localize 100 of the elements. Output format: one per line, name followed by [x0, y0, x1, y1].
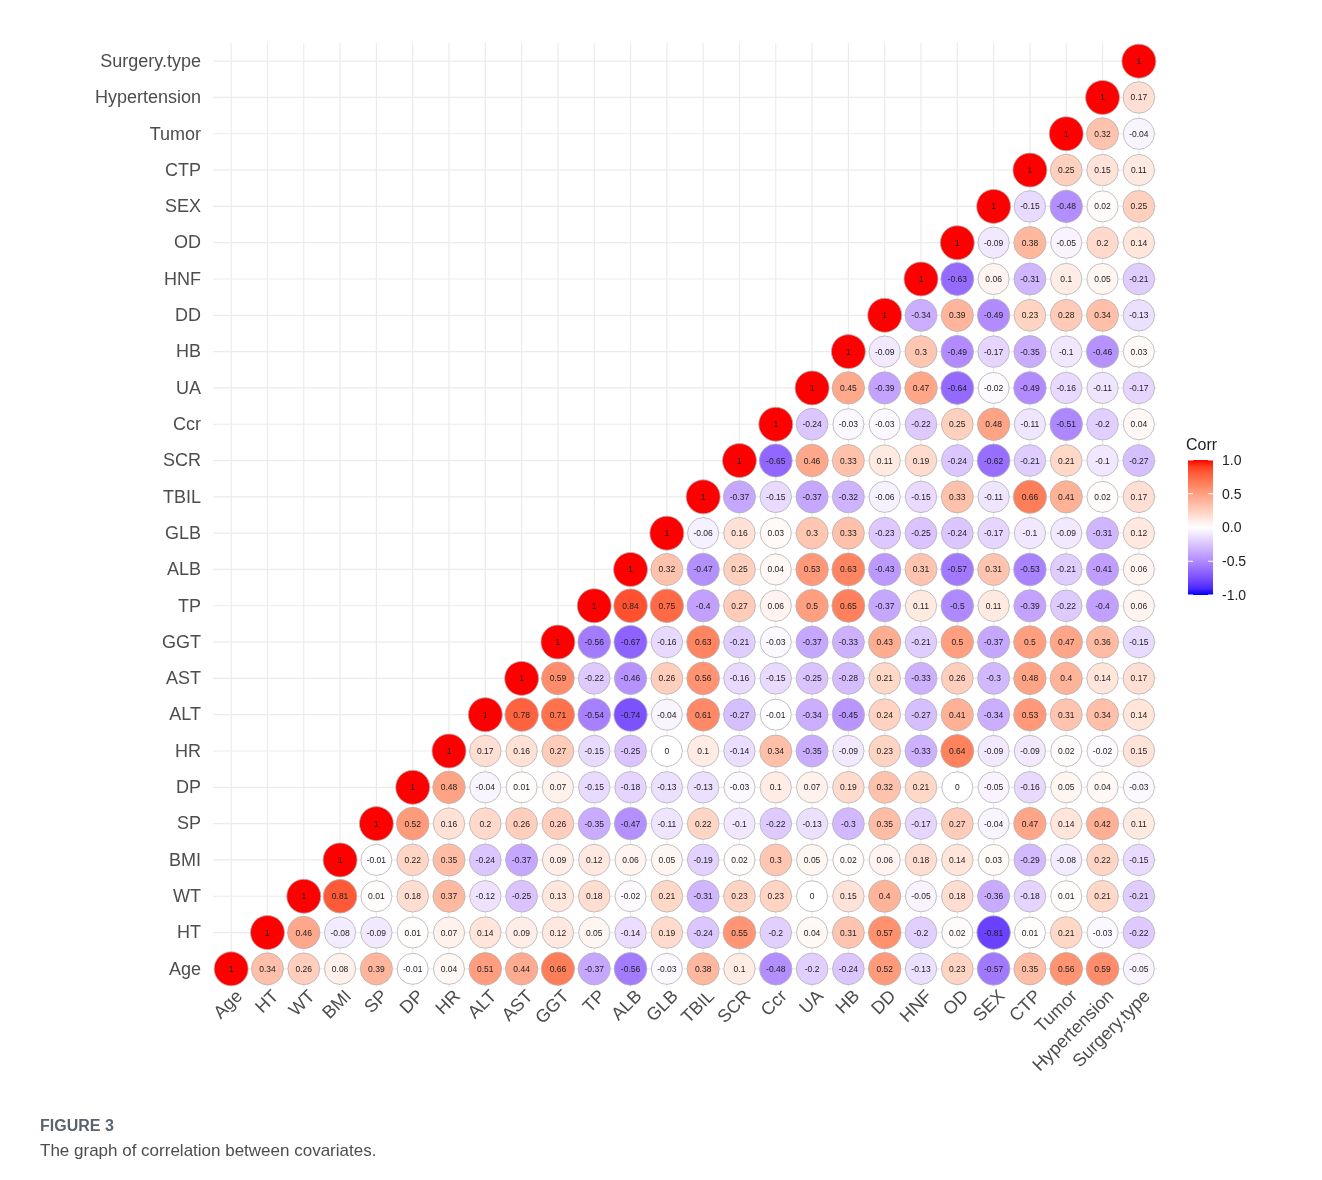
data-label: -0.2 [913, 927, 929, 938]
data-label: 0.84 [622, 600, 640, 611]
data-label: -0.47 [620, 818, 641, 829]
x-tick-label: OD [939, 985, 973, 1020]
data-label: 0.01 [1021, 927, 1039, 938]
data-label: 0.12 [549, 927, 567, 938]
data-label: 0.31 [912, 564, 930, 575]
data-label: -0.31 [693, 891, 714, 902]
data-label: 0.02 [1094, 491, 1112, 502]
data-label: 0.1 [769, 782, 782, 793]
data-label: 0.12 [1130, 528, 1148, 539]
y-tick-label: SCR [162, 450, 201, 471]
data-label: 0.2 [479, 818, 492, 829]
data-label: -0.01 [766, 709, 786, 720]
data-label: -0.17 [983, 346, 1004, 357]
data-label: -0.16 [1056, 382, 1077, 393]
data-label: 0.34 [1094, 310, 1112, 321]
data-label: 0.34 [767, 745, 785, 756]
data-label: 0 [954, 782, 960, 793]
data-label: -0.03 [657, 963, 677, 974]
data-label: 0.1 [697, 745, 710, 756]
data-label: 0.14 [477, 927, 494, 938]
data-label: 0.04 [440, 963, 458, 974]
data-label: -0.21 [729, 637, 750, 648]
text: The graph of correlation between covariates. [40, 1141, 377, 1160]
data-label: 0.46 [803, 455, 821, 466]
data-label: 0.31 [840, 927, 857, 938]
data-label: 0.07 [549, 782, 567, 793]
data-label: 0.23 [949, 963, 966, 974]
data-label: -0.3 [841, 818, 856, 829]
x-tick-label: WT [284, 985, 319, 1020]
data-label: 0.23 [767, 891, 785, 902]
data-label: -0.06 [693, 528, 714, 539]
data-label: -0.37 [875, 600, 895, 611]
data-label: 0.23 [876, 745, 894, 756]
data-label: 0.07 [803, 782, 821, 793]
data-label: -0.04 [983, 818, 1004, 829]
data-label: -0.02 [1092, 745, 1113, 756]
data-label: -0.47 [693, 564, 714, 575]
data-label: -0.24 [838, 963, 859, 974]
data-label: -0.24 [947, 528, 968, 539]
y-tick-label: ALB [166, 559, 201, 580]
data-label: 0.59 [549, 673, 567, 684]
x-tick-label: DP [395, 985, 428, 1018]
data-label: -0.21 [1056, 564, 1077, 575]
data-label: 1 [809, 382, 815, 393]
data-label: 1 [374, 818, 380, 829]
data-label: 1 [1136, 56, 1142, 67]
data-label: -0.05 [911, 891, 931, 902]
data-label: 0.41 [1057, 491, 1075, 502]
data-label: 0.31 [985, 564, 1003, 575]
data-label: 0.18 [404, 891, 422, 902]
data-label: 0.27 [949, 818, 966, 829]
data-label: -0.21 [1129, 891, 1149, 902]
data-label: 1 [628, 564, 634, 575]
data-label: 0.22 [404, 854, 422, 865]
data-label: 0.06 [622, 854, 640, 865]
data-label: -0.14 [729, 745, 750, 756]
data-label: 0.47 [1021, 818, 1039, 829]
data-label: 0.13 [549, 891, 567, 902]
data-label: -0.53 [1020, 564, 1040, 575]
data-label: 0.05 [1057, 782, 1075, 793]
data-label: 0.51 [477, 963, 494, 974]
data-label: -0.13 [1129, 310, 1149, 321]
data-label: 0.21 [1094, 891, 1112, 902]
data-label: 1 [1027, 165, 1033, 176]
y-tick-label: DD [175, 305, 201, 326]
data-label: 0.59 [1094, 963, 1112, 974]
data-label: 0.65 [840, 600, 857, 611]
y-tick-label: GLB [164, 522, 201, 543]
data-label: 0.61 [694, 709, 712, 720]
data-label: -0.49 [983, 310, 1004, 321]
data-label: 0.39 [949, 310, 966, 321]
data-label: -0.33 [911, 673, 931, 684]
data-label: 0.47 [912, 382, 930, 393]
data-label: -0.15 [584, 745, 605, 756]
data-label: 1 [954, 237, 960, 248]
data-label: 1 [265, 927, 271, 938]
data-label: -0.31 [1092, 528, 1113, 539]
y-tick-label: ALT [169, 704, 201, 725]
data-label: 0.06 [767, 600, 785, 611]
data-label: 0.03 [1130, 346, 1148, 357]
data-label: 0.23 [1021, 310, 1039, 321]
data-label: 0.1 [733, 963, 746, 974]
data-label: 0.25 [1130, 201, 1148, 212]
data-label: -0.13 [802, 818, 823, 829]
data-label: 0.33 [840, 528, 857, 539]
data-label: 0.5 [806, 600, 819, 611]
y-tick-label: AST [165, 668, 201, 689]
data-label: -0.11 [1020, 419, 1040, 430]
data-label: 0.44 [513, 963, 531, 974]
data-label: 0.02 [840, 854, 857, 865]
data-label: -0.17 [1129, 382, 1149, 393]
data-label: -0.54 [584, 709, 605, 720]
data-label: 1 [664, 528, 670, 539]
data-label: 0.07 [440, 927, 458, 938]
data-label: 0.14 [1057, 818, 1075, 829]
data-label: -0.16 [729, 673, 750, 684]
data-label: -0.37 [802, 637, 823, 648]
data-label: -0.27 [1129, 455, 1149, 466]
